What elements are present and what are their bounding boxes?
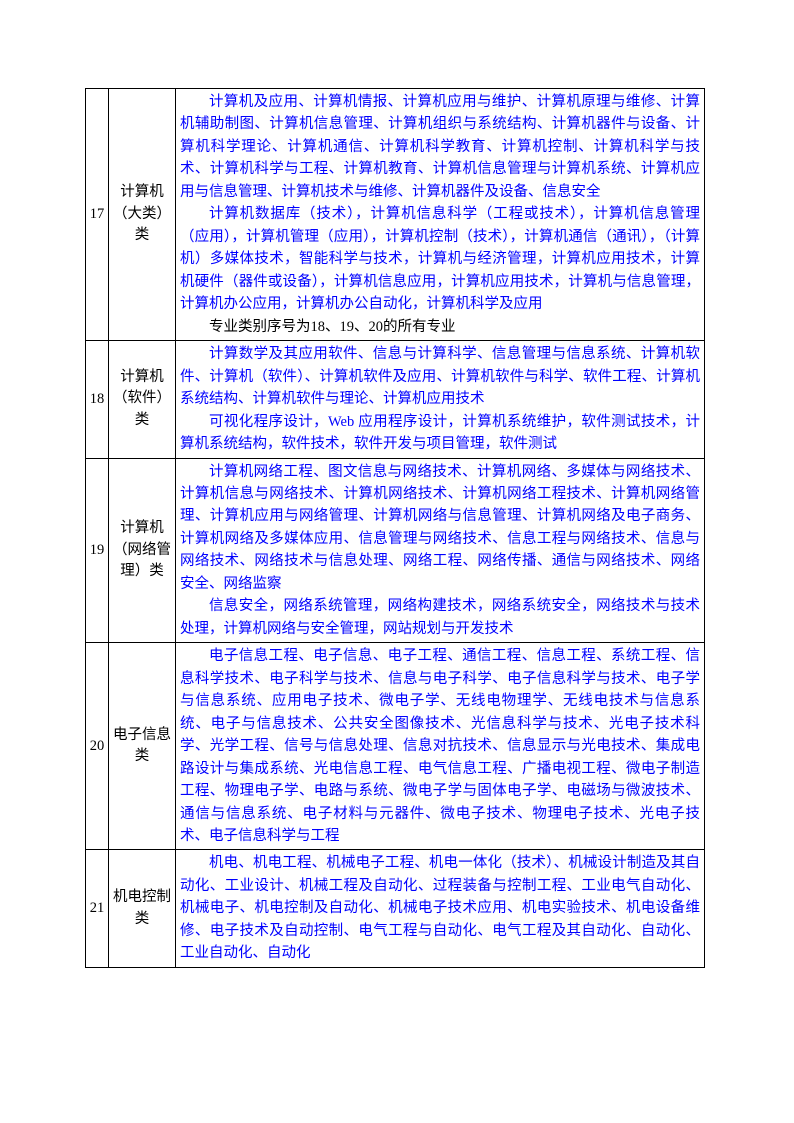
index-text: 19 xyxy=(90,542,105,558)
content-paragraph: 电子信息工程、电子信息、电子工程、通信工程、信息工程、系统工程、信息科学技术、电… xyxy=(180,645,700,847)
table-body: 17 计算机（大类）类 计算机及应用、计算机情报、计算机应用与维护、计算机原理与… xyxy=(86,89,705,968)
category-text: 电子信息类 xyxy=(113,727,171,765)
content-paragraph: 计算数学及其应用软件、信息与计算科学、信息管理与信息系统、计算机软件、计算机（软… xyxy=(180,343,700,410)
content-paragraph: 计算机数据库（技术），计算机信息科学（工程或技术），计算机信息管理（应用），计算… xyxy=(180,203,700,315)
row-index: 17 xyxy=(86,89,109,341)
content-paragraph: 机电、机电工程、机械电子工程、机电一体化（技术）、机械设计制造及其自动化、工业设… xyxy=(180,852,700,964)
row-category: 计算机（软件）类 xyxy=(109,341,176,458)
table-row: 20 电子信息类 电子信息工程、电子信息、电子工程、通信工程、信息工程、系统工程… xyxy=(86,643,705,850)
row-content: 计算数学及其应用软件、信息与计算科学、信息管理与信息系统、计算机软件、计算机（软… xyxy=(176,341,705,458)
content-paragraph: 计算机网络工程、图文信息与网络技术、计算机网络、多媒体与网络技术、计算机信息与网… xyxy=(180,461,700,596)
content-paragraph: 专业类别序号为18、19、20的所有专业 xyxy=(180,316,700,338)
index-text: 21 xyxy=(90,900,105,916)
row-index: 18 xyxy=(86,341,109,458)
row-category: 计算机（大类）类 xyxy=(109,89,176,341)
table-row: 18 计算机（软件）类 计算数学及其应用软件、信息与计算科学、信息管理与信息系统… xyxy=(86,341,705,458)
row-category: 计算机（网络管理）类 xyxy=(109,458,176,643)
category-text: 计算机（软件）类 xyxy=(113,369,171,429)
row-content: 计算机及应用、计算机情报、计算机应用与维护、计算机原理与维修、计算机辅助制图、计… xyxy=(176,89,705,341)
content-paragraph: 可视化程序设计，Web 应用程序设计，计算机系统维护，软件测试技术，计算机系统结… xyxy=(180,411,700,456)
index-text: 17 xyxy=(90,206,105,222)
row-content: 机电、机电工程、机械电子工程、机电一体化（技术）、机械设计制造及其自动化、工业设… xyxy=(176,850,705,967)
row-index: 21 xyxy=(86,850,109,967)
row-category: 机电控制类 xyxy=(109,850,176,967)
row-category: 电子信息类 xyxy=(109,643,176,850)
content-paragraph: 计算机及应用、计算机情报、计算机应用与维护、计算机原理与维修、计算机辅助制图、计… xyxy=(180,91,700,203)
page: 17 计算机（大类）类 计算机及应用、计算机情报、计算机应用与维护、计算机原理与… xyxy=(0,0,794,1123)
table-container: 17 计算机（大类）类 计算机及应用、计算机情报、计算机应用与维护、计算机原理与… xyxy=(85,88,705,968)
content-paragraph: 信息安全，网络系统管理，网络构建技术，网络系统安全，网络技术与技术处理，计算机网… xyxy=(180,595,700,640)
row-content: 电子信息工程、电子信息、电子工程、通信工程、信息工程、系统工程、信息科学技术、电… xyxy=(176,643,705,850)
row-content: 计算机网络工程、图文信息与网络技术、计算机网络、多媒体与网络技术、计算机信息与网… xyxy=(176,458,705,643)
index-text: 18 xyxy=(90,391,105,407)
category-text: 机电控制类 xyxy=(113,889,171,927)
category-text: 计算机（大类）类 xyxy=(113,184,171,244)
category-table: 17 计算机（大类）类 计算机及应用、计算机情报、计算机应用与维护、计算机原理与… xyxy=(85,88,705,968)
row-index: 20 xyxy=(86,643,109,850)
category-text: 计算机（网络管理）类 xyxy=(113,520,171,580)
table-row: 17 计算机（大类）类 计算机及应用、计算机情报、计算机应用与维护、计算机原理与… xyxy=(86,89,705,341)
table-row: 21 机电控制类 机电、机电工程、机械电子工程、机电一体化（技术）、机械设计制造… xyxy=(86,850,705,967)
table-row: 19 计算机（网络管理）类 计算机网络工程、图文信息与网络技术、计算机网络、多媒… xyxy=(86,458,705,643)
row-index: 19 xyxy=(86,458,109,643)
index-text: 20 xyxy=(90,738,105,754)
